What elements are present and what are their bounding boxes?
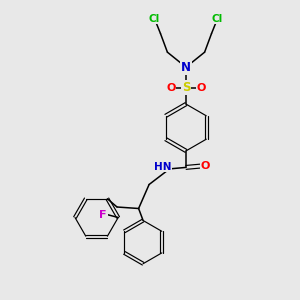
Text: S: S <box>182 81 190 94</box>
Text: N: N <box>181 61 191 74</box>
Text: Cl: Cl <box>149 14 160 24</box>
Text: O: O <box>166 82 176 93</box>
Text: HN: HN <box>154 161 172 172</box>
Text: F: F <box>100 209 107 220</box>
Text: Cl: Cl <box>212 14 223 24</box>
Text: O: O <box>201 161 210 171</box>
Text: O: O <box>196 82 206 93</box>
